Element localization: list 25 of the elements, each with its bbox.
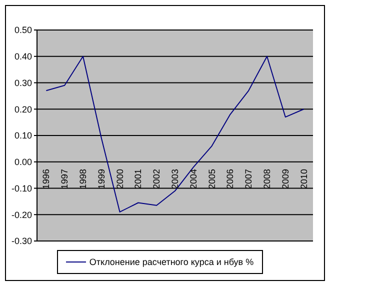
x-tick-label: 2003 <box>170 169 180 190</box>
x-tick-label: 2008 <box>262 169 272 190</box>
y-tick-label: 0.10 <box>14 130 32 141</box>
x-tick-label: 2002 <box>152 169 162 190</box>
x-tick-label: 2010 <box>298 169 309 190</box>
x-tick-label: 1998 <box>78 169 88 190</box>
x-tick-label: 1997 <box>60 169 70 190</box>
y-tick-label: -0.30 <box>11 236 32 246</box>
y-tick-label: 0.40 <box>14 52 32 62</box>
x-tick-label: 1999 <box>96 169 106 190</box>
x-tick-label: 2009 <box>280 169 290 190</box>
legend-label: Отклонение расчетного курса и нбув % <box>88 257 254 267</box>
y-tick-label: 0.00 <box>14 157 32 168</box>
y-tick-label: -0.10 <box>11 183 32 194</box>
x-tick-label: 2001 <box>133 169 144 190</box>
x-tick-label: 2004 <box>188 169 198 190</box>
x-tick-label: 2007 <box>244 169 254 190</box>
y-tick-label: 0.50 <box>14 25 32 36</box>
x-tick-label: 2005 <box>206 169 217 190</box>
x-tick-label: 2000 <box>114 169 125 190</box>
x-tick-label: 2006 <box>225 169 236 190</box>
y-tick-label: -0.20 <box>11 210 32 220</box>
x-tick-label: 1996 <box>41 169 52 190</box>
y-tick-label: 0.30 <box>14 78 32 88</box>
y-tick-label: 0.20 <box>14 104 32 114</box>
